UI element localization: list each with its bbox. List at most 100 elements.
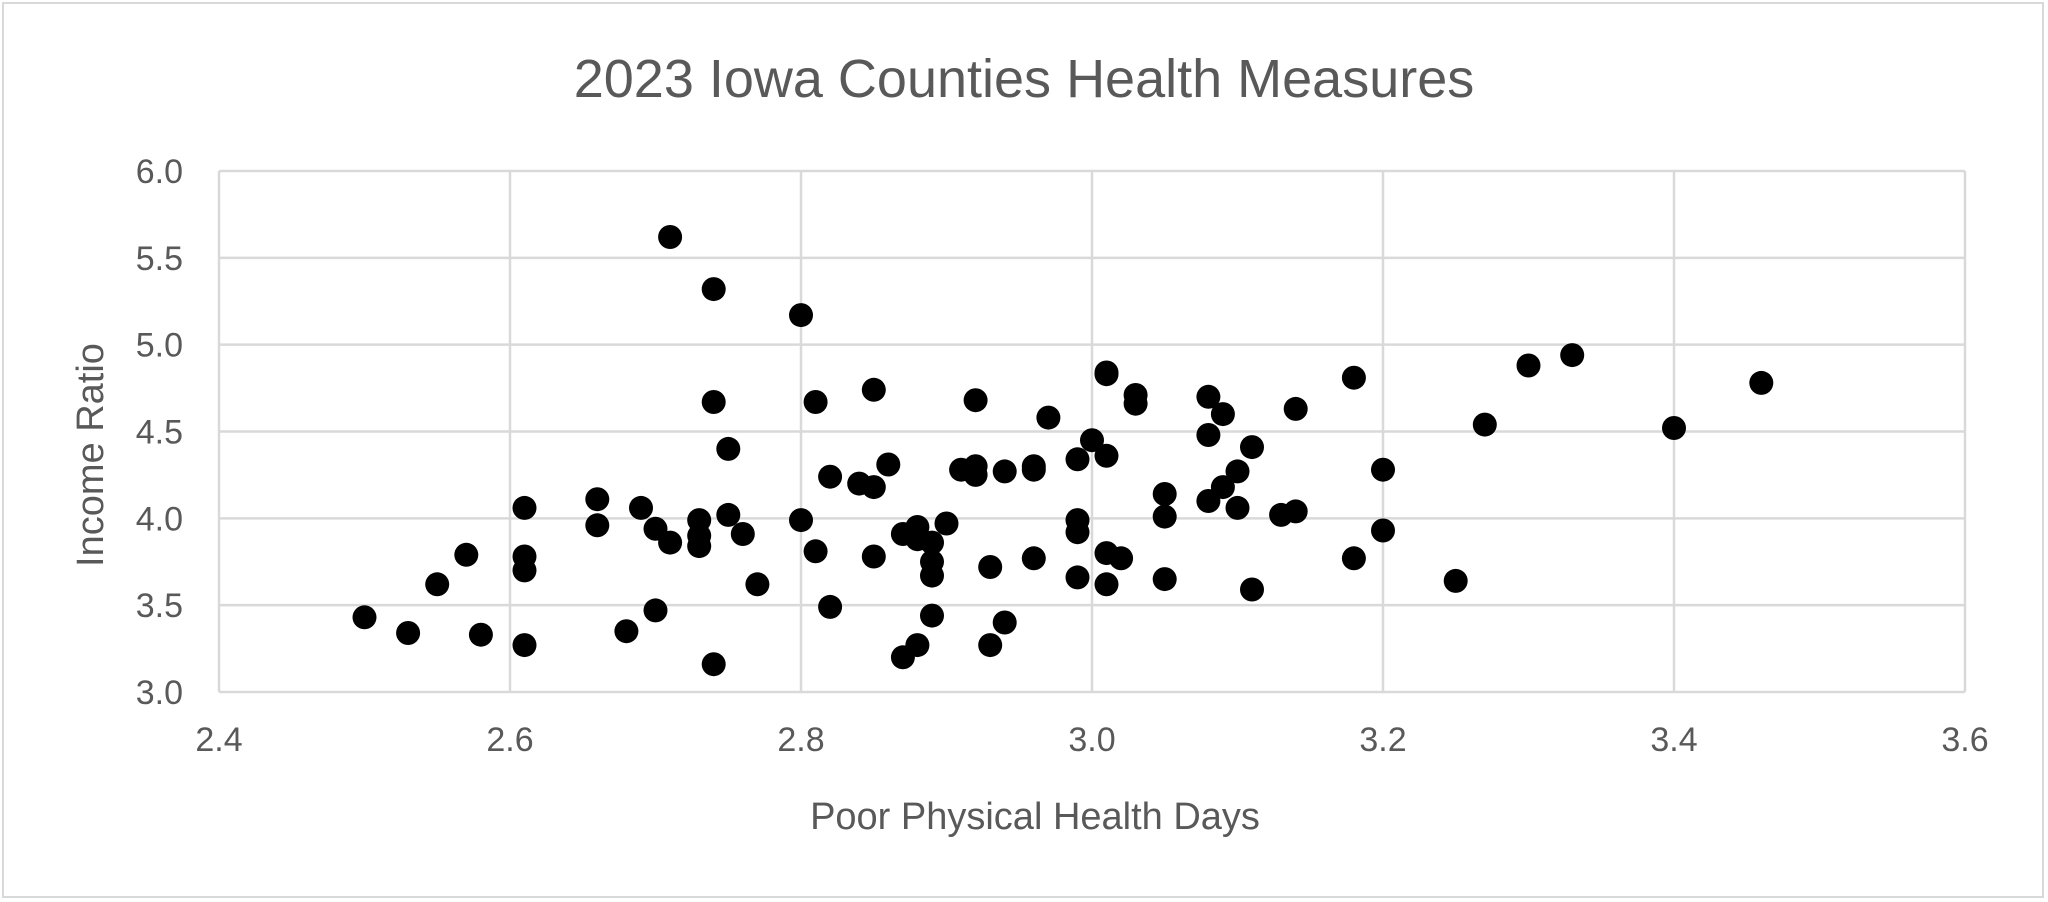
x-tick-label: 3.0 <box>1068 721 1115 759</box>
y-tick-label: 5.5 <box>136 240 183 278</box>
data-point <box>716 502 741 527</box>
data-point <box>963 388 988 413</box>
data-point <box>1516 353 1541 378</box>
data-point <box>1240 577 1264 602</box>
data-point <box>992 610 1017 635</box>
data-point <box>1341 365 1366 390</box>
data-point <box>1225 495 1250 520</box>
data-point <box>1749 370 1774 395</box>
data-point <box>1123 391 1148 416</box>
data-point <box>818 464 843 489</box>
data-point <box>658 225 683 249</box>
y-tick-label: 4.0 <box>136 500 183 538</box>
data-point <box>920 603 944 628</box>
data-points <box>352 225 1774 677</box>
data-point <box>1283 396 1308 421</box>
data-point <box>701 652 726 677</box>
x-tick-label: 2.4 <box>195 721 242 759</box>
data-point <box>1196 384 1221 409</box>
data-point <box>1443 568 1468 593</box>
data-point <box>1210 475 1235 500</box>
data-point <box>789 303 813 328</box>
data-point <box>1341 546 1366 571</box>
data-point <box>658 530 683 555</box>
data-point <box>1036 405 1061 430</box>
data-point <box>861 544 886 569</box>
data-point <box>1065 447 1090 472</box>
data-point <box>1152 504 1177 529</box>
data-point <box>861 377 886 402</box>
data-point <box>352 605 377 630</box>
data-point <box>687 534 712 559</box>
data-point <box>512 633 537 658</box>
data-point <box>934 511 959 536</box>
data-point <box>701 390 726 414</box>
data-point <box>1094 443 1119 468</box>
data-point <box>585 513 610 538</box>
y-axis-label: Income Ratio <box>70 343 112 567</box>
data-point <box>905 633 930 658</box>
data-point <box>1210 402 1235 427</box>
data-point <box>978 555 1003 579</box>
data-point <box>803 390 828 414</box>
data-point <box>454 542 479 567</box>
data-point <box>643 598 668 623</box>
data-point <box>1021 546 1046 571</box>
data-point <box>1283 499 1308 524</box>
data-point <box>1560 343 1585 368</box>
data-point <box>803 539 828 564</box>
data-point <box>585 487 610 512</box>
data-point <box>1094 360 1119 385</box>
data-point <box>1109 546 1134 571</box>
y-tick-label: 6.0 <box>136 153 183 191</box>
data-point <box>1371 457 1395 482</box>
data-point <box>818 594 843 619</box>
data-point <box>963 454 988 479</box>
data-point <box>512 558 537 583</box>
y-tick-label: 3.5 <box>136 587 183 625</box>
data-point <box>716 436 741 461</box>
data-point <box>920 563 944 588</box>
data-point <box>1371 518 1395 543</box>
x-tick-labels: 2.4 2.6 2.8 3.0 3.2 3.4 3.6 <box>195 721 1988 759</box>
x-tick-label: 2.8 <box>777 721 824 759</box>
data-point <box>1225 459 1250 484</box>
data-point <box>978 633 1003 658</box>
data-point <box>1152 482 1177 506</box>
data-point <box>1065 565 1090 590</box>
y-tick-label: 4.5 <box>136 414 183 452</box>
data-point <box>396 621 421 645</box>
data-point <box>920 530 944 555</box>
data-point <box>1472 412 1497 437</box>
data-point <box>861 475 886 500</box>
data-point <box>745 572 770 597</box>
data-point <box>468 622 493 647</box>
x-tick-label: 3.6 <box>1941 721 1988 759</box>
y-tick-label: 5.0 <box>136 327 183 365</box>
data-point <box>1196 423 1221 447</box>
data-point <box>876 452 901 477</box>
data-point <box>1094 572 1119 597</box>
y-tick-labels: 3.0 3.5 4.0 4.5 5.0 5.5 6.0 <box>136 153 183 712</box>
data-point <box>1240 435 1264 460</box>
chart-title: 2023 Iowa Counties Health Measures <box>574 49 1475 109</box>
data-point <box>1152 567 1177 592</box>
x-axis-label: Poor Physical Health Days <box>810 796 1260 838</box>
data-point <box>1065 508 1090 533</box>
data-point <box>789 508 813 533</box>
data-point <box>512 495 537 520</box>
x-tick-label: 2.6 <box>486 721 533 759</box>
x-tick-label: 3.4 <box>1650 721 1697 759</box>
data-point <box>992 459 1017 484</box>
data-point <box>730 522 755 546</box>
data-point <box>425 572 450 597</box>
data-point <box>1080 428 1104 453</box>
x-tick-label: 3.2 <box>1359 721 1406 759</box>
data-point <box>1662 416 1686 440</box>
data-point <box>629 495 653 520</box>
data-point <box>687 508 712 533</box>
gridlines <box>217 169 1967 694</box>
data-point <box>614 619 639 644</box>
